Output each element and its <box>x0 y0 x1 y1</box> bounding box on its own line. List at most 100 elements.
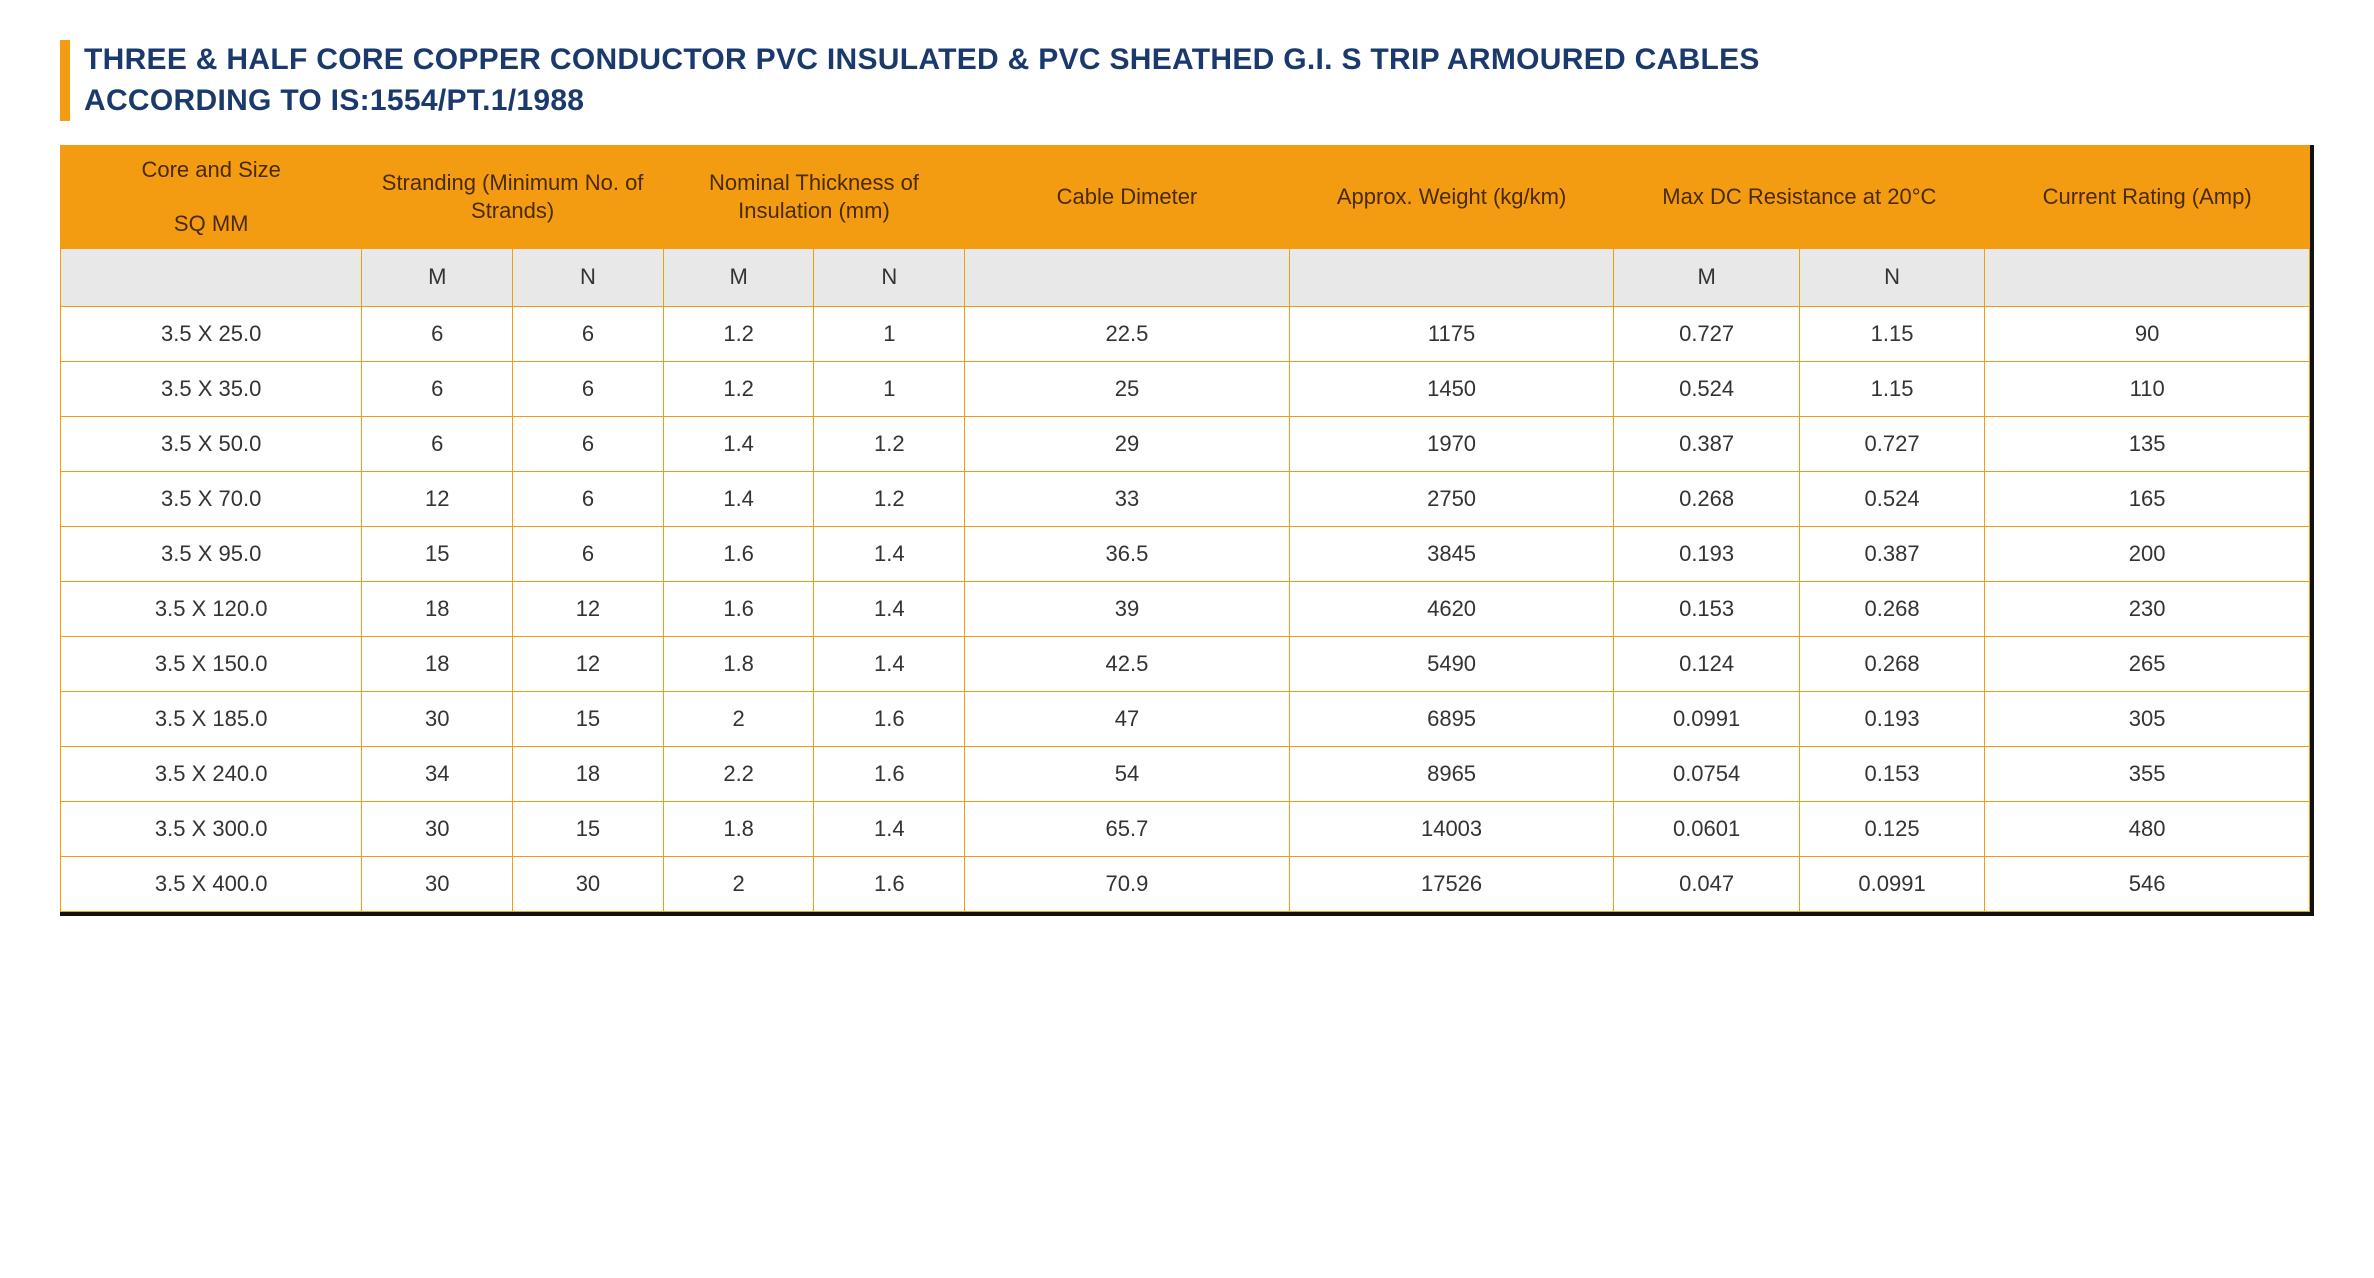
cell-insul_n: 1.2 <box>814 416 965 471</box>
cell-insul_n: 1.4 <box>814 801 965 856</box>
cell-weight: 6895 <box>1289 691 1614 746</box>
cell-strand_m: 30 <box>362 856 513 911</box>
cell-insul_m: 2.2 <box>663 746 814 801</box>
cell-strand_m: 15 <box>362 526 513 581</box>
subheader-res-m: M <box>1614 249 1799 307</box>
cell-current: 305 <box>1985 691 2310 746</box>
cell-current: 480 <box>1985 801 2310 856</box>
cell-strand_n: 12 <box>513 581 664 636</box>
table-row: 3.5 X 35.0661.212514500.5241.15110 <box>61 361 2310 416</box>
cell-insul_n: 1.4 <box>814 526 965 581</box>
cell-strand_n: 30 <box>513 856 664 911</box>
subheader-insul-n: N <box>814 249 965 307</box>
cell-diameter: 22.5 <box>965 306 1290 361</box>
cell-insul_m: 1.4 <box>663 416 814 471</box>
cell-insul_n: 1.4 <box>814 636 965 691</box>
cell-weight: 17526 <box>1289 856 1614 911</box>
cell-weight: 8965 <box>1289 746 1614 801</box>
cell-res_n: 0.0991 <box>1799 856 1984 911</box>
subheader-blank-wt <box>1289 249 1614 307</box>
cell-res_m: 0.268 <box>1614 471 1799 526</box>
cell-insul_m: 1.4 <box>663 471 814 526</box>
cell-diameter: 65.7 <box>965 801 1290 856</box>
cell-res_n: 0.727 <box>1799 416 1984 471</box>
cell-insul_m: 1.6 <box>663 581 814 636</box>
cell-current: 90 <box>1985 306 2310 361</box>
cell-res_m: 0.387 <box>1614 416 1799 471</box>
subheader-insul-m: M <box>663 249 814 307</box>
cell-diameter: 70.9 <box>965 856 1290 911</box>
cell-size: 3.5 X 300.0 <box>61 801 362 856</box>
table-row: 3.5 X 300.030151.81.465.7140030.06010.12… <box>61 801 2310 856</box>
title-accent-bar <box>60 40 70 121</box>
cell-current: 230 <box>1985 581 2310 636</box>
col-diameter: Cable Dimeter <box>965 146 1290 249</box>
table-row: 3.5 X 95.01561.61.436.538450.1930.387200 <box>61 526 2310 581</box>
cell-strand_n: 15 <box>513 801 664 856</box>
cell-size: 3.5 X 185.0 <box>61 691 362 746</box>
table-row: 3.5 X 400.0303021.670.9175260.0470.09915… <box>61 856 2310 911</box>
cell-insul_n: 1.2 <box>814 471 965 526</box>
cell-res_m: 0.0601 <box>1614 801 1799 856</box>
table-body: 3.5 X 25.0661.2122.511750.7271.15903.5 X… <box>61 306 2310 911</box>
cell-size: 3.5 X 120.0 <box>61 581 362 636</box>
col-weight: Approx. Weight (kg/km) <box>1289 146 1614 249</box>
cell-weight: 3845 <box>1289 526 1614 581</box>
cell-current: 355 <box>1985 746 2310 801</box>
cell-strand_m: 30 <box>362 691 513 746</box>
title-line-2: ACCORDING TO IS:1554/PT.1/1988 <box>84 84 584 117</box>
cell-res_m: 0.0991 <box>1614 691 1799 746</box>
cell-insul_n: 1 <box>814 361 965 416</box>
spec-table: Core and Size SQ MM Stranding (Minimum N… <box>60 145 2310 912</box>
cell-strand_n: 6 <box>513 306 664 361</box>
subheader-blank-cur <box>1985 249 2310 307</box>
cell-strand_m: 18 <box>362 636 513 691</box>
subheader-strand-m: M <box>362 249 513 307</box>
cell-insul_n: 1.4 <box>814 581 965 636</box>
cell-res_n: 0.193 <box>1799 691 1984 746</box>
cell-res_n: 0.125 <box>1799 801 1984 856</box>
cell-res_n: 1.15 <box>1799 361 1984 416</box>
cell-res_m: 0.0754 <box>1614 746 1799 801</box>
cell-diameter: 42.5 <box>965 636 1290 691</box>
cell-weight: 4620 <box>1289 581 1614 636</box>
table-row: 3.5 X 120.018121.61.43946200.1530.268230 <box>61 581 2310 636</box>
col-current: Current Rating (Amp) <box>1985 146 2310 249</box>
col-stranding: Stranding (Minimum No. of Strands) <box>362 146 663 249</box>
cell-strand_m: 6 <box>362 306 513 361</box>
cell-res_m: 0.524 <box>1614 361 1799 416</box>
cell-insul_n: 1.6 <box>814 746 965 801</box>
cell-current: 200 <box>1985 526 2310 581</box>
cell-diameter: 33 <box>965 471 1290 526</box>
cell-weight: 5490 <box>1289 636 1614 691</box>
cell-weight: 1175 <box>1289 306 1614 361</box>
cell-insul_m: 1.8 <box>663 636 814 691</box>
table-row: 3.5 X 50.0661.41.22919700.3870.727135 <box>61 416 2310 471</box>
cell-insul_m: 2 <box>663 691 814 746</box>
cell-strand_m: 34 <box>362 746 513 801</box>
header-sq-mm: SQ MM <box>61 198 361 249</box>
cell-size: 3.5 X 70.0 <box>61 471 362 526</box>
cell-diameter: 25 <box>965 361 1290 416</box>
cell-weight: 14003 <box>1289 801 1614 856</box>
cell-res_n: 0.524 <box>1799 471 1984 526</box>
cell-strand_m: 6 <box>362 361 513 416</box>
cell-size: 3.5 X 400.0 <box>61 856 362 911</box>
cell-res_m: 0.124 <box>1614 636 1799 691</box>
cell-res_n: 1.15 <box>1799 306 1984 361</box>
cell-insul_n: 1.6 <box>814 691 965 746</box>
cell-weight: 2750 <box>1289 471 1614 526</box>
cell-res_n: 0.387 <box>1799 526 1984 581</box>
cell-current: 265 <box>1985 636 2310 691</box>
cell-current: 546 <box>1985 856 2310 911</box>
cell-strand_m: 12 <box>362 471 513 526</box>
cell-res_n: 0.268 <box>1799 581 1984 636</box>
cell-current: 110 <box>1985 361 2310 416</box>
col-resistance: Max DC Resistance at 20°C <box>1614 146 1985 249</box>
cell-insul_m: 1.6 <box>663 526 814 581</box>
cell-res_n: 0.268 <box>1799 636 1984 691</box>
cell-strand_n: 6 <box>513 416 664 471</box>
cell-strand_n: 15 <box>513 691 664 746</box>
cell-size: 3.5 X 50.0 <box>61 416 362 471</box>
table-row: 3.5 X 70.01261.41.23327500.2680.524165 <box>61 471 2310 526</box>
